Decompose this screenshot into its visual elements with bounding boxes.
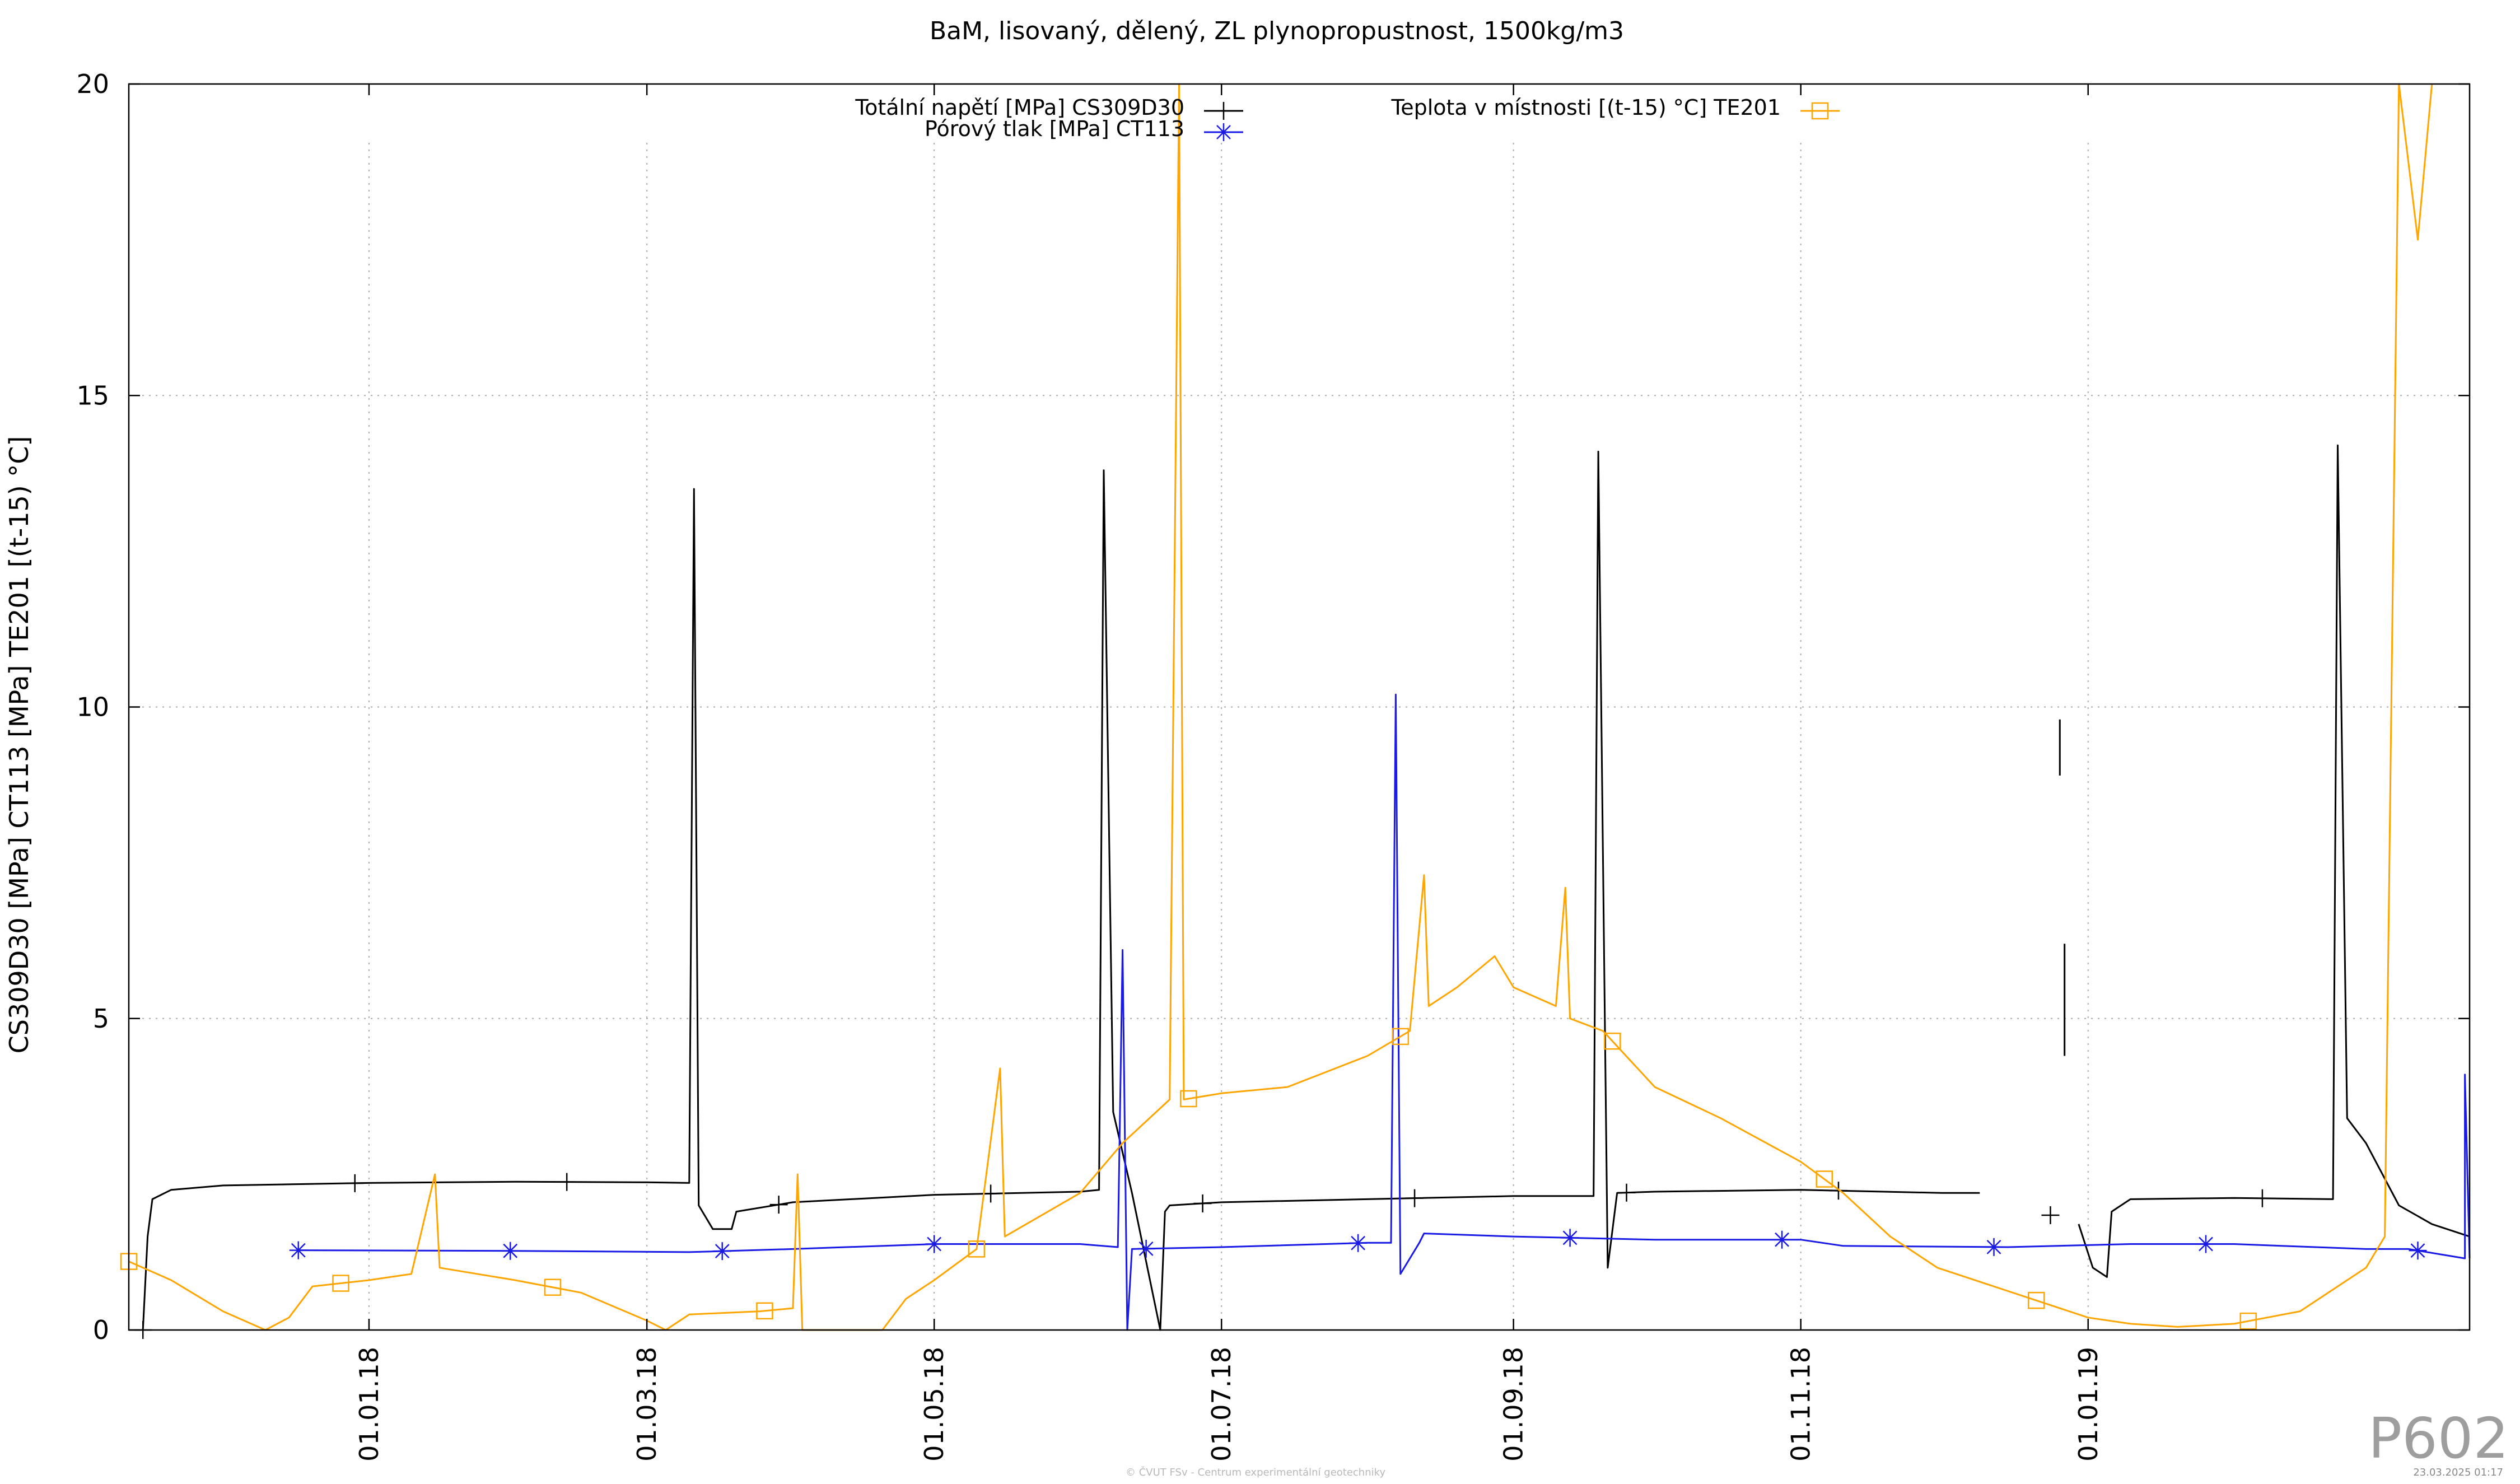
data-point <box>1180 1090 1197 1108</box>
y-tick-label: 0 <box>93 1315 109 1345</box>
x-tick-label: 01.03.18 <box>632 1347 662 1462</box>
y-tick-label: 15 <box>76 380 109 410</box>
data-point <box>1773 1230 1791 1249</box>
data-point <box>2027 1291 2045 1309</box>
data-point <box>2239 1312 2257 1330</box>
x-tick-label: 01.01.18 <box>354 1347 384 1462</box>
x-tick-label: 01.01.19 <box>2073 1347 2103 1462</box>
data-point <box>1816 1170 1833 1188</box>
footer-copyright: © ČVUT FSv - Centrum experimentální geot… <box>1126 1467 1386 1478</box>
y-axis-label: CS309D30 [MPa] CT113 [MPa] TE201 [(t-15)… <box>4 436 34 1054</box>
data-point <box>1811 102 1829 120</box>
data-point <box>1137 1239 1155 1258</box>
data-point <box>925 1235 944 1253</box>
data-point <box>332 1275 349 1292</box>
data-point <box>1406 1189 1424 1207</box>
data-point <box>968 1240 986 1258</box>
series-star <box>289 693 2471 1331</box>
legend-label: Pórový tlak [MPa] CT113 <box>925 116 1184 141</box>
data-point <box>544 1278 562 1296</box>
series-square <box>120 83 2433 1331</box>
data-point <box>1604 1032 1621 1050</box>
chart-title: BaM, lisovaný, dělený, ZL plynopropustno… <box>930 17 1624 45</box>
page-label: P602 <box>2368 1406 2509 1471</box>
series-line <box>142 450 1980 1331</box>
footer-timestamp: 23.03.2025 01:17 <box>2413 1467 2503 1478</box>
legend-label: Totální napětí [MPa] CS309D30 <box>855 95 1184 120</box>
x-tick-label: 01.11.18 <box>1786 1347 1816 1462</box>
grid <box>129 143 2470 1330</box>
series-line <box>298 693 2471 1331</box>
data-point <box>1985 1238 2003 1256</box>
data-point <box>1830 1182 1847 1200</box>
data-point <box>1215 123 1233 141</box>
data-point <box>2197 1235 2215 1253</box>
data-point <box>1617 1183 1636 1202</box>
data-point <box>558 1173 576 1191</box>
data-point <box>346 1174 364 1192</box>
data-point <box>2041 1206 2060 1224</box>
series-layer <box>120 83 2471 1339</box>
x-tick-label: 01.09.18 <box>1499 1347 1529 1462</box>
data-point <box>769 1196 788 1214</box>
ticks: 0 5 10 15 20 01.01.18 01.03.18 01.05.18 01.07.18… <box>76 69 2470 1462</box>
y-tick-label: 5 <box>93 1004 109 1034</box>
data-point <box>1193 1194 1212 1212</box>
y-tick-label: 10 <box>76 692 109 722</box>
y-tick-label: 20 <box>76 69 109 99</box>
data-point <box>1215 102 1233 120</box>
x-tick-label: 01.05.18 <box>919 1347 949 1462</box>
data-point <box>982 1184 1000 1203</box>
data-point <box>1561 1229 1579 1247</box>
data-point <box>2409 1242 2427 1260</box>
data-point <box>2253 1189 2271 1207</box>
series-line <box>2078 444 2470 1278</box>
data-point <box>1392 1028 1410 1046</box>
data-point <box>756 1302 773 1320</box>
series-line <box>128 83 2433 1331</box>
x-tick-label: 01.07.18 <box>1206 1347 1236 1462</box>
series-plus <box>134 444 2470 1339</box>
legend-label: Teplota v místnosti [(t-15) °C] TE201 <box>1390 95 1781 120</box>
data-point <box>713 1242 731 1261</box>
data-point <box>289 1241 307 1259</box>
data-point <box>501 1242 520 1260</box>
data-point <box>1349 1234 1368 1252</box>
